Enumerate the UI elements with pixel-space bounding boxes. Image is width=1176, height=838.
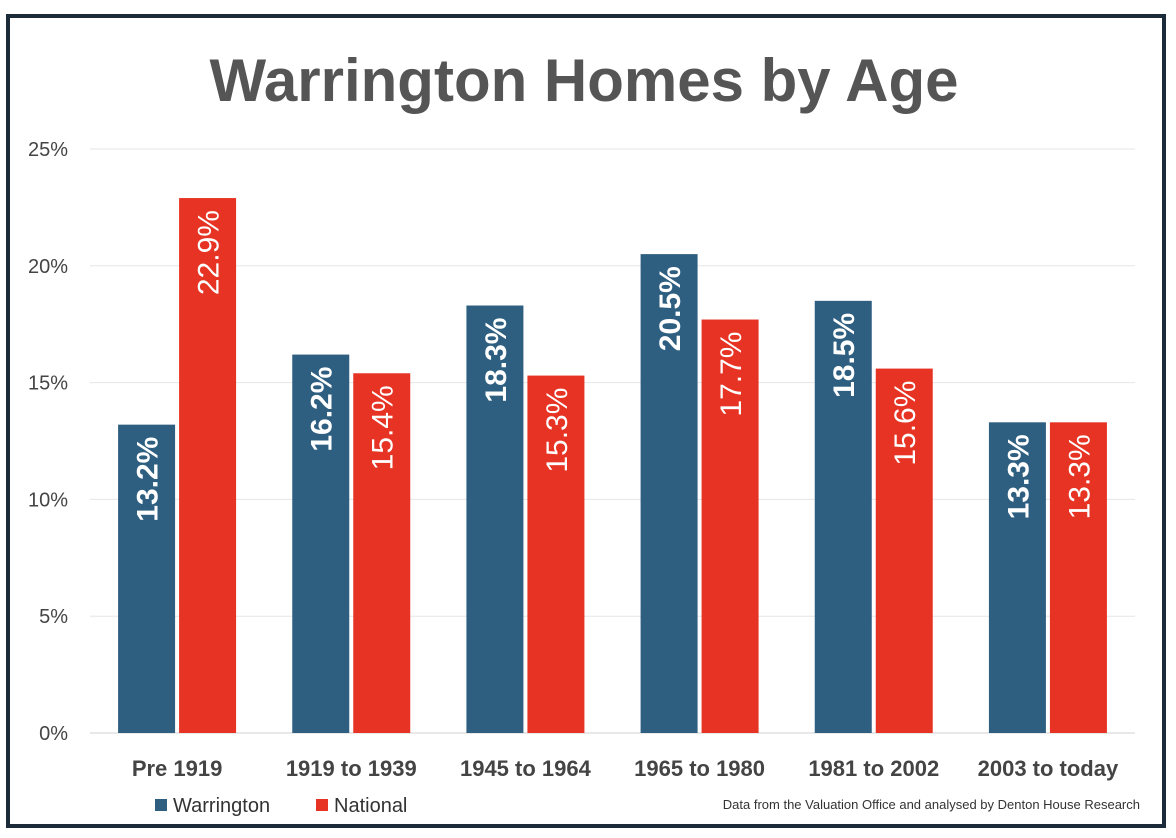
grid [90,148,1135,734]
x-tick-label: 1945 to 1964 [460,756,592,781]
data-label: 15.6% [889,381,922,466]
bar-national [527,375,585,733]
bar-warrington [466,305,524,733]
x-tick-label: 2003 to today [978,756,1119,781]
data-label: 13.3% [1063,434,1096,519]
data-label: 15.4% [367,385,400,470]
x-axis: Pre 1919 1919 to 1939 1945 to 1964 1965 to … [132,756,1119,781]
bar-national [701,319,759,733]
data-label: 22.9% [193,210,226,295]
data-label: 13.2% [132,437,165,522]
bar-national [875,368,933,733]
bar-national [179,198,237,733]
bar-warrington [988,422,1046,733]
source-note: Data from the Valuation Office and analy… [723,797,1140,812]
y-axis: 0% 5% 10% 15% 20% 25% [28,139,68,745]
x-tick-label: Pre 1919 [132,756,223,781]
data-label: 17.7% [715,332,748,417]
data-label: 18.3% [480,318,513,403]
data-label: 15.3% [541,388,574,473]
legend-label: National [334,795,407,817]
bar-warrington [814,300,872,733]
bar-warrington [292,354,350,733]
data-label: 13.3% [1002,434,1035,519]
bar-warrington [118,424,176,733]
bar-warrington [640,254,698,733]
y-tick-label: 15% [28,373,68,395]
data-label: 18.5% [828,313,861,398]
x-tick-label: 1965 to 1980 [634,756,765,781]
legend-label: Warrington [173,795,270,817]
y-tick-label: 25% [28,139,68,161]
bars [118,198,1107,733]
data-label: 16.2% [306,367,339,452]
x-tick-label: 1919 to 1939 [286,756,417,781]
legend-swatch-national [316,799,328,811]
y-tick-label: 0% [39,723,68,745]
chart-title: Warrington Homes by Age [210,47,959,114]
x-tick-label: 1981 to 2002 [808,756,939,781]
bar-national [353,373,411,733]
data-labels: 13.2% 22.9% 16.2% 15.4% 18.3% 15.3% 20.5% 17.7%… [132,210,1097,522]
y-tick-label: 5% [39,606,68,628]
data-label: 20.5% [654,266,687,351]
y-tick-label: 10% [28,489,68,511]
legend-swatch-warrington [155,799,167,811]
legend: Warrington National [155,795,407,817]
bar-national [1049,422,1107,733]
y-tick-label: 20% [28,256,68,278]
